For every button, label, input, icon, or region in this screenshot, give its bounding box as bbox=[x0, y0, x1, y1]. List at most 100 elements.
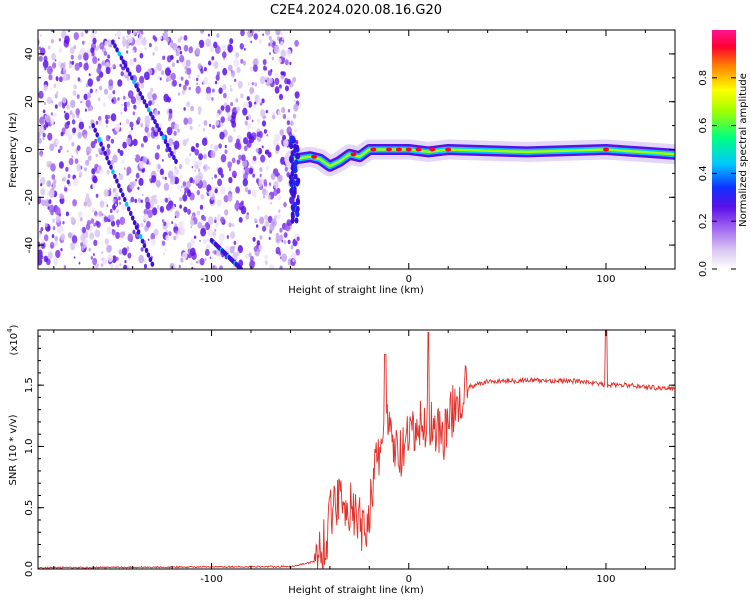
noise-blob bbox=[274, 133, 280, 142]
noise-blob bbox=[42, 109, 46, 114]
noise-blob bbox=[177, 128, 180, 133]
noise-blob bbox=[99, 85, 103, 91]
noise-blob bbox=[146, 132, 151, 138]
snr-series-line bbox=[38, 330, 675, 569]
noise-blob bbox=[138, 177, 144, 186]
noise-blob bbox=[190, 225, 193, 229]
noise-blob bbox=[173, 140, 180, 150]
noise-blob bbox=[38, 196, 42, 205]
noise-blob bbox=[163, 252, 165, 256]
noise-blob bbox=[231, 170, 237, 178]
streak-blob bbox=[130, 215, 135, 221]
noise-blob bbox=[213, 61, 219, 69]
noise-blob bbox=[76, 94, 80, 99]
x-tick-label: -100 bbox=[200, 274, 223, 285]
noise-blob bbox=[286, 120, 291, 126]
noise-blob bbox=[287, 108, 291, 113]
streak-blob bbox=[163, 138, 168, 145]
noise-blob bbox=[50, 39, 54, 44]
noise-blob bbox=[76, 164, 82, 172]
noise-blob bbox=[178, 164, 183, 170]
noise-blob bbox=[54, 206, 61, 216]
noise-blob bbox=[210, 150, 216, 159]
noise-blob bbox=[138, 33, 144, 42]
noise-blob bbox=[283, 232, 288, 238]
streak-blob bbox=[150, 261, 155, 267]
noise-blob bbox=[176, 59, 179, 64]
streak-blob bbox=[159, 131, 164, 137]
noise-blob bbox=[240, 30, 245, 37]
noise-blob bbox=[38, 220, 41, 227]
noise-blob bbox=[94, 229, 101, 238]
noise-blob bbox=[238, 217, 243, 223]
noise-blob bbox=[264, 214, 268, 221]
noise-blob bbox=[285, 85, 289, 92]
noise-blob bbox=[112, 154, 118, 163]
noise-blob bbox=[64, 112, 70, 121]
noise-blob bbox=[281, 239, 284, 243]
noise-blob bbox=[79, 171, 83, 177]
noise-blob bbox=[242, 60, 247, 66]
noise-blob bbox=[135, 172, 140, 179]
noise-blob bbox=[203, 154, 207, 160]
noise-blob bbox=[231, 120, 237, 128]
noise-blob bbox=[258, 98, 262, 104]
noise-blob bbox=[251, 127, 254, 130]
noise-blob bbox=[139, 75, 145, 84]
noise-blob bbox=[111, 229, 116, 236]
streak-blob bbox=[144, 103, 149, 109]
streak-blob bbox=[103, 150, 107, 156]
noise-blob bbox=[51, 30, 54, 33]
noise-blob bbox=[278, 93, 284, 100]
noise-blob bbox=[222, 44, 227, 51]
noise-blob bbox=[207, 33, 210, 37]
y-tick-label: 1.0 bbox=[24, 438, 35, 454]
noise-blob bbox=[110, 160, 114, 166]
noise-blob bbox=[105, 114, 109, 120]
noise-blob bbox=[195, 85, 201, 94]
colorbar-gradient bbox=[712, 30, 736, 269]
noise-blob bbox=[258, 244, 263, 251]
spectrogram-panel: -100 0 100 -40 -20 0 20 40 Height of straight l… bbox=[8, 29, 676, 296]
noise-blob bbox=[205, 38, 212, 47]
noise-blob bbox=[76, 145, 81, 151]
noise-blob bbox=[58, 161, 64, 169]
noise-blob bbox=[195, 47, 201, 56]
noise-blob bbox=[80, 31, 84, 37]
noise-blob bbox=[180, 76, 184, 81]
noise-blob bbox=[50, 118, 55, 125]
edge-blob bbox=[290, 217, 295, 224]
streak-blob bbox=[138, 233, 143, 240]
noise-blob bbox=[178, 76, 181, 80]
noise-blob bbox=[196, 189, 201, 196]
noise-blob bbox=[276, 237, 280, 244]
noise-blob bbox=[278, 234, 284, 242]
noise-blob bbox=[220, 116, 225, 123]
noise-blob bbox=[266, 165, 269, 170]
noise-blob bbox=[61, 103, 66, 109]
noise-blob bbox=[230, 87, 233, 92]
noise-blob bbox=[77, 131, 82, 139]
noise-blob bbox=[61, 30, 67, 39]
noise-blob bbox=[127, 252, 132, 259]
noise-blob bbox=[74, 62, 80, 71]
noise-blob bbox=[84, 239, 89, 245]
noise-blob bbox=[198, 44, 201, 47]
noise-blob bbox=[171, 62, 175, 67]
noise-blob bbox=[200, 30, 204, 34]
noise-blob bbox=[106, 244, 112, 253]
noise-blob bbox=[200, 193, 205, 200]
noise-blob bbox=[251, 189, 257, 198]
noise-blob bbox=[107, 114, 111, 120]
streak-blob bbox=[128, 71, 132, 77]
noise-blob bbox=[207, 229, 214, 237]
noise-blob bbox=[107, 39, 112, 46]
noise-blob bbox=[287, 239, 291, 245]
noise-blob bbox=[182, 251, 188, 260]
noise-blob bbox=[116, 30, 122, 38]
noise-blob bbox=[174, 215, 177, 219]
streak-blob bbox=[146, 252, 151, 258]
noise-blob bbox=[243, 167, 246, 170]
noise-blob bbox=[126, 50, 129, 54]
x-tick-label: -100 bbox=[200, 574, 223, 585]
